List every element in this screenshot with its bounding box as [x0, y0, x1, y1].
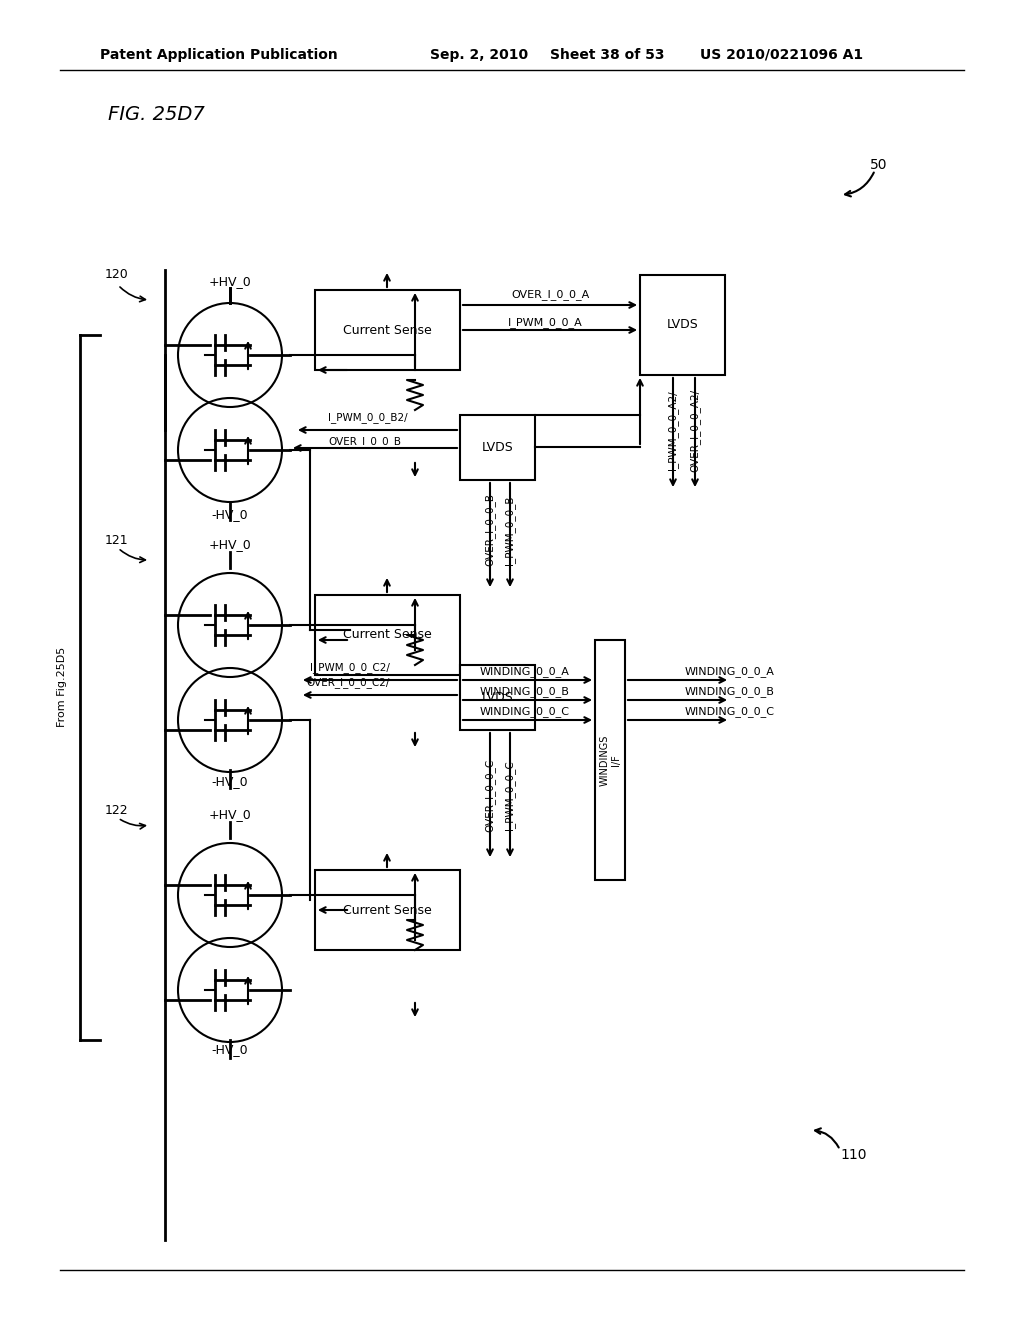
- Text: +HV_0: +HV_0: [209, 808, 251, 821]
- Bar: [460, 665, 535, 730]
- Text: 120: 120: [105, 268, 129, 281]
- Text: I_PWM_0_0_B: I_PWM_0_0_B: [505, 495, 515, 565]
- Text: US 2010/0221096 A1: US 2010/0221096 A1: [700, 48, 863, 62]
- Text: I_PWM_0_0_A2/: I_PWM_0_0_A2/: [668, 391, 679, 470]
- Text: 50: 50: [870, 158, 888, 172]
- Text: Current Sense: Current Sense: [343, 628, 432, 642]
- Bar: [315, 290, 460, 370]
- Text: WINDING_0_0_A: WINDING_0_0_A: [685, 667, 775, 677]
- Bar: [315, 870, 460, 950]
- Text: Patent Application Publication: Patent Application Publication: [100, 48, 338, 62]
- Text: WINDING_0_0_B: WINDING_0_0_B: [685, 686, 775, 697]
- Text: WINDING_0_0_C: WINDING_0_0_C: [480, 706, 570, 718]
- Text: -HV_0: -HV_0: [212, 508, 248, 521]
- Text: +HV_0: +HV_0: [209, 276, 251, 289]
- Text: Sep. 2, 2010: Sep. 2, 2010: [430, 48, 528, 62]
- Text: OVER_I_0_0_C: OVER_I_0_0_C: [484, 759, 496, 832]
- Text: WINDING_0_0_C: WINDING_0_0_C: [685, 706, 775, 718]
- Text: Sheet 38 of 53: Sheet 38 of 53: [550, 48, 665, 62]
- Text: Current Sense: Current Sense: [343, 323, 432, 337]
- Text: I_PWM_0_0_A: I_PWM_0_0_A: [508, 318, 583, 329]
- Text: From Fig.25D5: From Fig.25D5: [57, 647, 67, 727]
- Text: WINDINGS
I/F: WINDINGS I/F: [599, 734, 621, 785]
- Text: LVDS: LVDS: [481, 441, 513, 454]
- Text: WINDING_0_0_B: WINDING_0_0_B: [480, 686, 570, 697]
- Text: OVER_I_0_0_A2/: OVER_I_0_0_A2/: [689, 388, 700, 471]
- Text: OVER_I_0_0_C2/: OVER_I_0_0_C2/: [306, 677, 390, 689]
- Text: 122: 122: [105, 804, 129, 817]
- Text: +HV_0: +HV_0: [209, 539, 251, 552]
- Text: I_PWM_0_0_B2/: I_PWM_0_0_B2/: [328, 413, 408, 424]
- Bar: [595, 640, 625, 880]
- Text: Current Sense: Current Sense: [343, 903, 432, 916]
- Text: LVDS: LVDS: [667, 318, 698, 331]
- Text: I_PWM_0_0_C2/: I_PWM_0_0_C2/: [310, 663, 390, 673]
- Text: OVER_I_0_0_B: OVER_I_0_0_B: [484, 494, 496, 566]
- Text: LVDS: LVDS: [481, 690, 513, 704]
- Bar: [640, 275, 725, 375]
- Text: -HV_0: -HV_0: [212, 1044, 248, 1056]
- Text: FIG. 25D7: FIG. 25D7: [108, 106, 205, 124]
- Text: I_PWM_0_0_C: I_PWM_0_0_C: [505, 760, 515, 830]
- Text: 110: 110: [840, 1148, 866, 1162]
- Bar: [315, 595, 460, 675]
- Text: WINDING_0_0_A: WINDING_0_0_A: [480, 667, 570, 677]
- Text: OVER_I_0_0_B: OVER_I_0_0_B: [329, 437, 401, 447]
- Text: OVER_I_0_0_A: OVER_I_0_0_A: [511, 289, 589, 301]
- Text: 121: 121: [105, 533, 129, 546]
- Text: -HV_0: -HV_0: [212, 776, 248, 788]
- Bar: [460, 414, 535, 480]
